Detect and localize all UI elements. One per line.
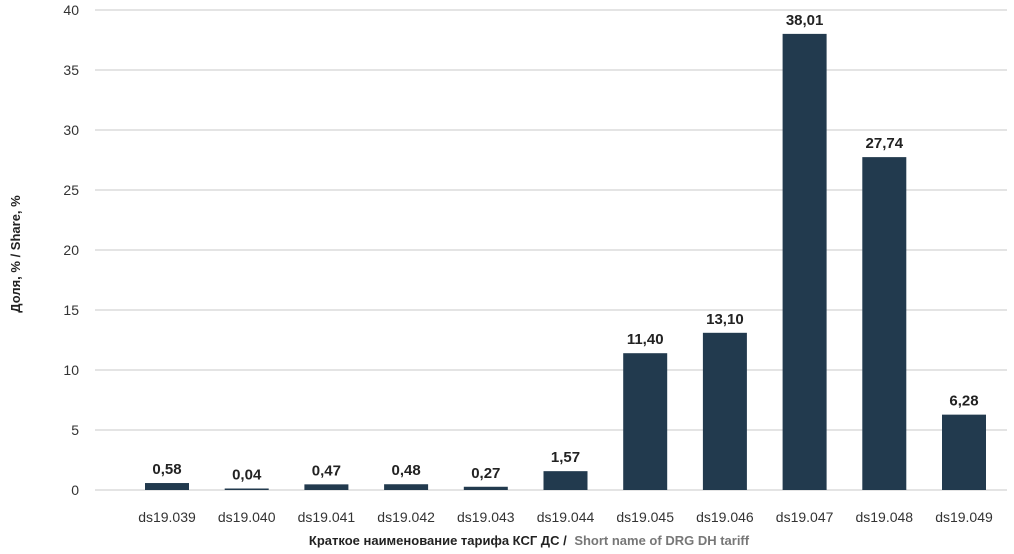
data-label-ds19.044: 1,57 xyxy=(551,449,580,466)
x-tick-label: ds19.049 xyxy=(935,509,993,525)
x-tick-label: ds19.039 xyxy=(138,509,196,525)
data-label-ds19.039: 0,58 xyxy=(152,461,181,478)
x-tick-label: ds19.040 xyxy=(218,509,276,525)
bar-ds19.040 xyxy=(224,488,269,490)
x-axis-title: Краткое наименование тарифа КСГ ДС / Sho… xyxy=(309,533,750,548)
data-label-ds19.040: 0,04 xyxy=(232,467,262,484)
y-tick-label: 40 xyxy=(63,2,79,18)
data-label-ds19.047: 38,01 xyxy=(786,12,824,29)
bar-ds19.048 xyxy=(862,157,907,490)
y-tick-label: 30 xyxy=(63,122,79,138)
x-axis-ticks: ds19.039 ds19.040 ds19.041 ds19.042 ds19.043… xyxy=(138,509,993,525)
bar-ds19.047 xyxy=(782,33,827,490)
x-tick-label: ds19.044 xyxy=(537,509,595,525)
data-label-ds19.049: 6,28 xyxy=(949,393,978,410)
y-tick-label: 25 xyxy=(63,182,79,198)
x-tick-label: ds19.048 xyxy=(855,509,913,525)
gridlines xyxy=(95,9,1007,491)
x-tick-label: ds19.042 xyxy=(377,509,435,525)
x-axis-title-en: Short name of DRG DH tariff xyxy=(574,533,749,548)
data-label-ds19.048: 27,74 xyxy=(866,135,904,152)
bar-ds19.049 xyxy=(942,414,986,490)
y-tick-label: 35 xyxy=(63,62,79,78)
data-label-ds19.041: 0,47 xyxy=(312,462,341,479)
y-tick-label: 10 xyxy=(63,362,79,378)
x-tick-label: ds19.045 xyxy=(616,509,674,525)
data-label-ds19.045: 11,40 xyxy=(627,331,664,348)
bar-ds19.042 xyxy=(384,484,429,490)
data-labels: 0,58 0,04 0,47 0,48 0,27 1,57 11,40 13,10 38,01 2… xyxy=(152,12,978,484)
x-tick-label: ds19.046 xyxy=(696,509,754,525)
x-tick-label: ds19.047 xyxy=(776,509,834,525)
bar-ds19.043 xyxy=(463,486,508,490)
y-tick-label: 5 xyxy=(71,422,79,438)
x-tick-label: ds19.041 xyxy=(298,509,356,525)
y-tick-label: 0 xyxy=(71,482,79,498)
x-tick-label: ds19.043 xyxy=(457,509,515,525)
x-axis-title-ru: Краткое наименование тарифа КСГ ДС / xyxy=(309,533,567,548)
bar-ds19.039 xyxy=(145,483,189,490)
bar-ds19.045 xyxy=(623,353,668,490)
y-axis-title: Доля, % / Share, % xyxy=(8,195,23,313)
data-label-ds19.042: 0,48 xyxy=(391,462,420,479)
y-tick-label: 15 xyxy=(63,302,79,318)
y-axis-ticks: 0 5 10 15 20 25 30 35 40 xyxy=(63,2,79,498)
bar-ds19.041 xyxy=(304,484,349,490)
y-tick-label: 20 xyxy=(63,242,79,258)
bars xyxy=(145,33,986,490)
data-label-ds19.046: 13,10 xyxy=(706,311,744,328)
bar-ds19.044 xyxy=(543,471,588,490)
data-label-ds19.043: 0,27 xyxy=(471,465,500,482)
bar-ds19.046 xyxy=(702,332,747,490)
